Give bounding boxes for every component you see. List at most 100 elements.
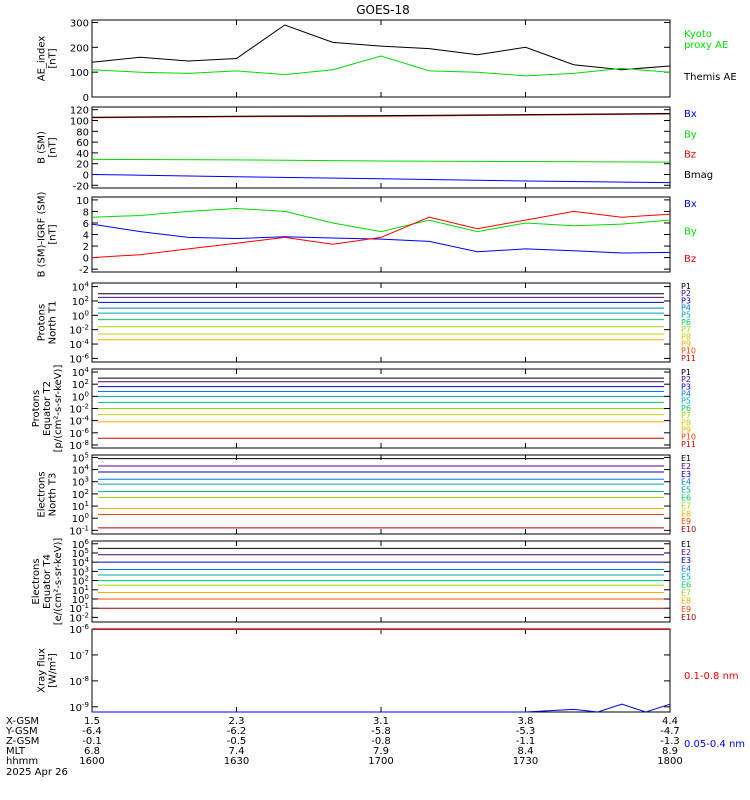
- y-tick-label: 6: [83, 219, 89, 230]
- y-tick-label: 0: [83, 93, 89, 104]
- channel-label: E4: [681, 478, 691, 487]
- channel-label: E8: [681, 509, 691, 518]
- y-axis-label: B (SM)-IGRF (SM): [37, 192, 48, 278]
- channel-label: E9: [681, 605, 691, 614]
- y-tick-label: 104: [72, 464, 90, 477]
- legend-entry: By: [684, 227, 697, 238]
- channel-label: P7: [681, 325, 691, 334]
- channel-label: E5: [681, 486, 691, 495]
- legend-entry: 0.1-0.8 nm: [684, 671, 739, 682]
- y-axis-label: North T3: [48, 473, 59, 517]
- y-tick-label: 10-7: [69, 649, 89, 662]
- channel-label: E1: [681, 540, 691, 549]
- series-line: [91, 174, 671, 184]
- y-tick-label: 10-9: [69, 701, 89, 714]
- y-axis-label: Xray flux: [37, 648, 48, 693]
- y-tick-label: 100: [72, 512, 89, 525]
- y-tick-label: 10-6: [69, 623, 89, 636]
- footer-value: -5.8: [371, 726, 391, 737]
- y-tick-label: 105: [72, 451, 89, 464]
- channel-label: E3: [681, 556, 691, 565]
- footer-value: 1600: [79, 756, 104, 767]
- y-tick-label: 80: [76, 127, 89, 138]
- channel-label: E6: [681, 494, 691, 503]
- y-axis-label: [nT]: [48, 48, 59, 68]
- y-tick-label: 104: [72, 281, 90, 294]
- y-tick-label: -2: [79, 265, 89, 276]
- channel-label: E7: [681, 589, 691, 598]
- legend-entry: Bmag: [684, 170, 713, 181]
- y-tick-label: 100: [72, 309, 89, 322]
- footer-value: 7.9: [373, 746, 389, 757]
- y-tick-label: 120: [70, 106, 89, 117]
- footer-value: 4.4: [662, 716, 678, 727]
- y-tick-label: 10-8: [69, 439, 89, 452]
- y-tick-label: 4: [83, 231, 89, 242]
- y-tick-label: 104: [72, 366, 90, 379]
- channel-label: E7: [681, 501, 691, 510]
- y-axis-label: Protons: [31, 390, 42, 427]
- channel-label: P5: [681, 397, 691, 406]
- y-axis-label: AE_index: [37, 36, 48, 82]
- footer-value: 7.4: [229, 746, 245, 757]
- channel-label: P3: [681, 296, 691, 305]
- y-tick-label: 2: [83, 242, 89, 253]
- y-axis-label: Protons: [37, 304, 48, 341]
- y-tick-label: 10-6: [69, 427, 89, 440]
- channel-label: P2: [681, 375, 691, 384]
- channel-label: P7: [681, 411, 691, 420]
- panel-frame: [91, 454, 671, 535]
- footer-value: -0.1: [82, 736, 102, 747]
- series-line: [91, 210, 671, 259]
- y-tick-label: 100: [72, 390, 89, 403]
- legend-entry: Kyoto: [684, 29, 712, 40]
- y-axis-label: [nT]: [48, 224, 59, 244]
- y-tick-label: 101: [72, 500, 89, 513]
- series-line: [91, 55, 671, 77]
- legend-entry: proxy AE: [684, 40, 728, 51]
- y-axis-label: [nT]: [48, 137, 59, 157]
- footer-value: 1700: [368, 756, 393, 767]
- y-tick-label: 20: [76, 160, 89, 171]
- channel-label: P4: [681, 304, 691, 313]
- footer-value: -6.4: [82, 726, 102, 737]
- y-tick-label: -20: [73, 181, 89, 192]
- y-axis-label: Electrons: [31, 558, 42, 604]
- series-line: [91, 113, 671, 118]
- panel-frame: [91, 196, 671, 273]
- channel-label: P6: [681, 404, 691, 413]
- channel-label: P5: [681, 311, 691, 320]
- y-tick-label: 8: [83, 207, 89, 218]
- y-axis-label: [e/(cm²-s-sr-keV)]: [53, 538, 64, 626]
- channel-label: E8: [681, 597, 691, 606]
- footer-value: 1.5: [84, 716, 100, 727]
- y-tick-label: 10-6: [69, 352, 89, 365]
- footer-row-label: hhmm: [6, 756, 38, 767]
- channel-label: P4: [681, 390, 691, 399]
- footer-value: -4.7: [660, 726, 680, 737]
- channel-label: E2: [681, 462, 691, 471]
- y-tick-label: 102: [72, 295, 89, 308]
- series-line: [91, 207, 671, 233]
- channel-label: P8: [681, 418, 691, 427]
- y-tick-label: 200: [70, 43, 89, 54]
- footer-value: -1.3: [660, 736, 680, 747]
- series-line: [91, 223, 671, 254]
- channel-label: P10: [681, 433, 696, 442]
- footer-value: -1.1: [516, 736, 536, 747]
- footer-value: 1800: [657, 756, 682, 767]
- y-axis-label: B (SM): [37, 131, 48, 164]
- series-line: [91, 158, 671, 163]
- channel-label: E2: [681, 548, 691, 557]
- footer-row-label: MLT: [6, 746, 26, 757]
- channel-label: P1: [681, 368, 691, 377]
- footer-value: 1630: [224, 756, 249, 767]
- panel-frame: [91, 19, 671, 98]
- footer-row-label: Z-GSM: [6, 736, 39, 747]
- footer-value: -0.5: [227, 736, 247, 747]
- y-tick-label: 103: [72, 476, 89, 489]
- footer-row-label: Y-GSM: [5, 726, 38, 737]
